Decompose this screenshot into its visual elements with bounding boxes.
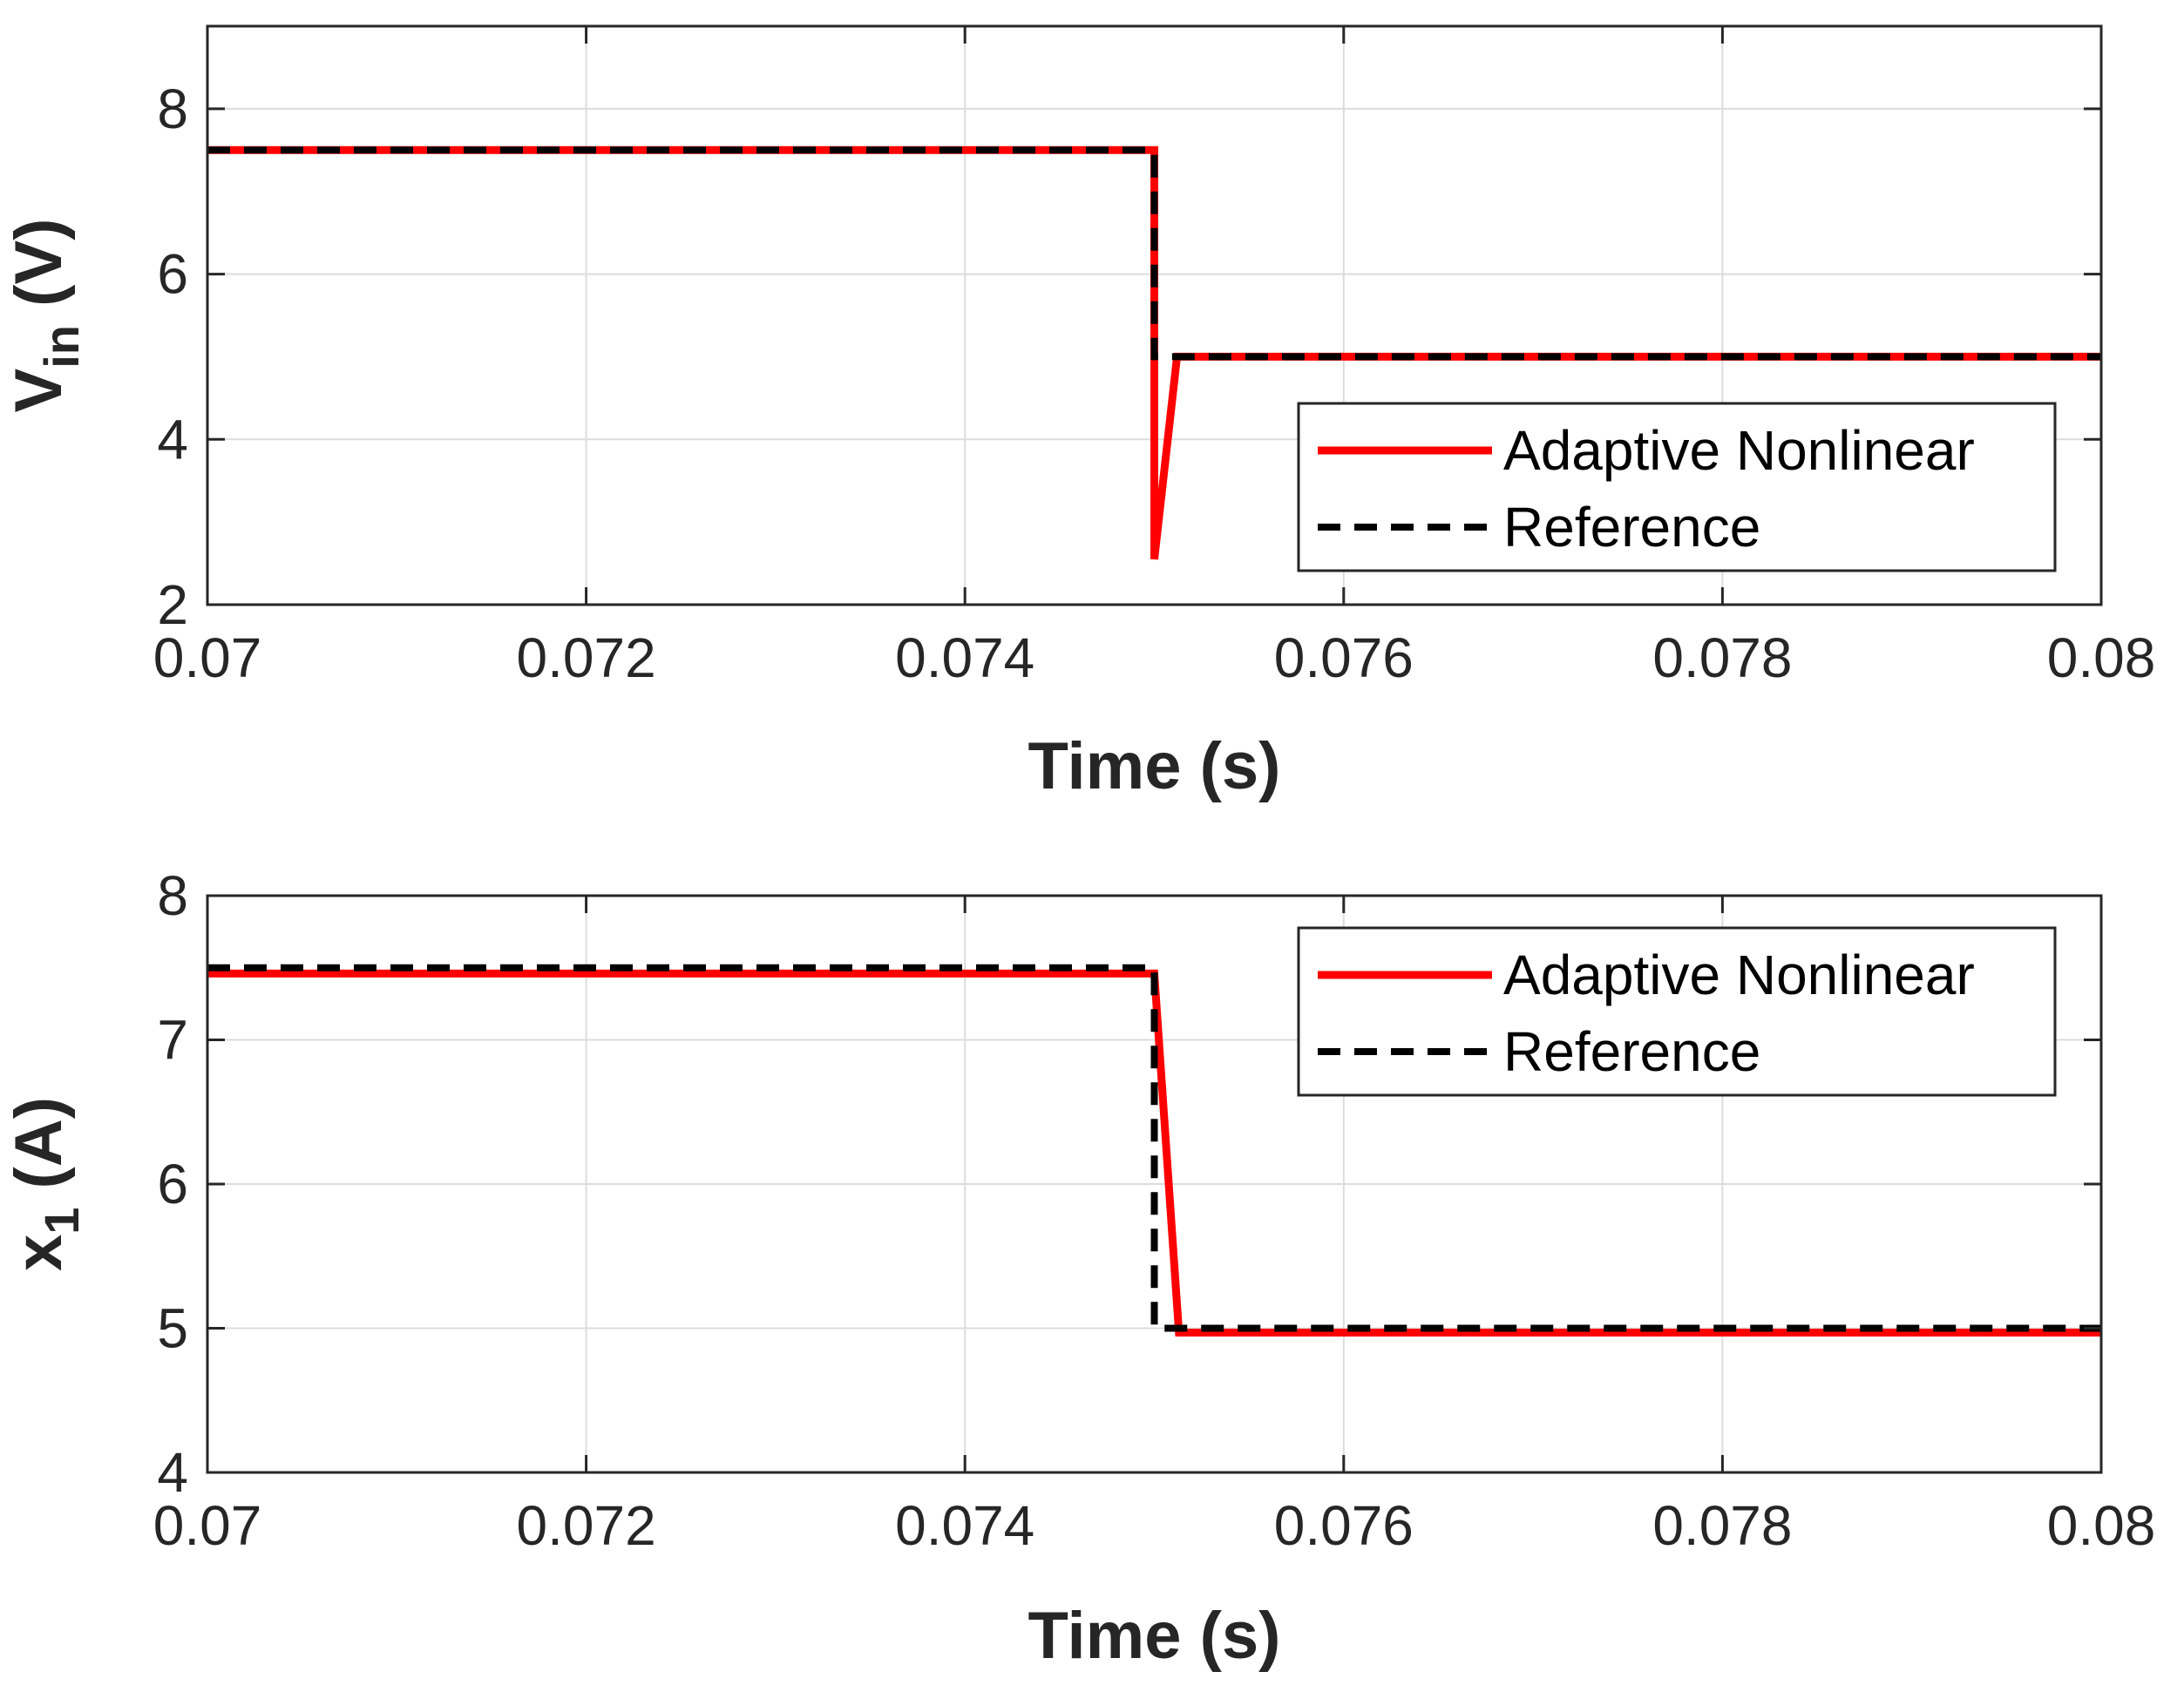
vin-legend-label-reference: Reference xyxy=(1503,496,1760,558)
vin-ytick-label: 2 xyxy=(157,573,188,636)
vin-xlabel: Time (s) xyxy=(1028,729,1280,803)
x1-ytick-label: 7 xyxy=(157,1009,188,1072)
vin-xtick-label: 0.08 xyxy=(2047,626,2156,689)
x1-ytick-label: 4 xyxy=(157,1441,188,1504)
x1-ylabel-main: x xyxy=(2,1235,76,1271)
vin-panel: 0.07 0.072 0.074 0.076 0.078 0.08 2 4 6 8 Time (s)… xyxy=(2,24,2156,803)
x1-xtick-label: 0.076 xyxy=(1274,1494,1414,1557)
x1-xtick-label: 0.074 xyxy=(895,1494,1034,1557)
x1-series-adaptive-nonlinear-line xyxy=(207,969,2101,1337)
vin-series-reference-line xyxy=(207,146,2101,361)
x1-ylabel-sub: 1 xyxy=(34,1208,89,1235)
vin-ylabel-sub: in xyxy=(34,325,89,369)
vin-legend-label-adaptive-nonlinear: Adaptive Nonlinear xyxy=(1503,419,1975,482)
vin-xtick-label: 0.074 xyxy=(895,626,1034,689)
x1-ylabel: x1 (A) xyxy=(2,1097,89,1271)
x1-legend-label-adaptive-nonlinear: Adaptive Nonlinear xyxy=(1503,944,1975,1006)
vin-ytick-label: 8 xyxy=(157,78,188,140)
x1-xlabel: Time (s) xyxy=(1028,1599,1280,1673)
x1-xtick-label: 0.08 xyxy=(2047,1494,2156,1557)
vin-xtick-label: 0.076 xyxy=(1274,626,1414,689)
x1-legend-box xyxy=(1297,926,2057,1097)
vin-ytick-label: 6 xyxy=(157,243,188,306)
vin-legend: Adaptive Nonlinear Reference xyxy=(1297,402,2057,572)
x1-legend-label-reference: Reference xyxy=(1503,1020,1760,1083)
x1-xtick-label: 0.072 xyxy=(517,1494,656,1557)
x1-xtick-label: 0.07 xyxy=(153,1494,262,1557)
x1-ytick-label: 8 xyxy=(157,864,188,927)
x1-ylabel-unit: (A) xyxy=(2,1097,76,1208)
vin-axes-box xyxy=(206,24,2103,606)
vin-xtick-label: 0.07 xyxy=(153,626,262,689)
vin-xtick-label: 0.078 xyxy=(1652,626,1792,689)
vin-legend-box xyxy=(1297,402,2057,572)
x1-ytick-label: 6 xyxy=(157,1153,188,1215)
vin-ylabel: Vin (V) xyxy=(2,219,89,413)
vin-xtick-label: 0.072 xyxy=(517,626,656,689)
x1-xtick-label: 0.078 xyxy=(1652,1494,1792,1557)
vin-ylabel-unit: (V) xyxy=(2,219,76,325)
x1-ytick-label: 5 xyxy=(157,1297,188,1360)
x1-panel: 0.07 0.072 0.074 0.076 0.078 0.08 4 5 6 7 8 Time (s… xyxy=(2,864,2155,1673)
vin-ylabel-main: V xyxy=(2,368,76,412)
x1-legend: Adaptive Nonlinear Reference xyxy=(1297,926,2057,1097)
vin-ytick-label: 4 xyxy=(157,408,188,470)
